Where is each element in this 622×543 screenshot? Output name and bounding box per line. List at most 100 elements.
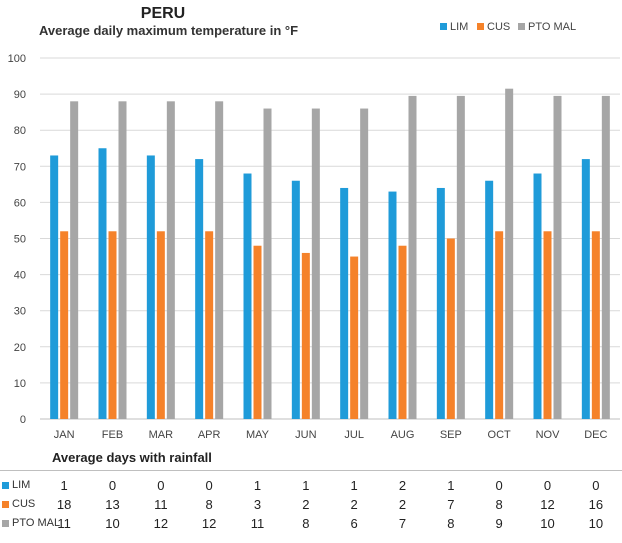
rainfall-cell: 0 (157, 478, 165, 493)
bar-cus (108, 231, 117, 419)
bar-lim (146, 155, 155, 419)
bar-pto-mal (601, 95, 610, 419)
bar-cus (495, 231, 504, 419)
rainfall-cell: 0 (495, 478, 503, 493)
rainfall-cell: 8 (495, 497, 503, 512)
rainfall-cell: 16 (588, 497, 604, 512)
rainfall-series-label: LIM (12, 479, 31, 491)
bar-pto-mal (553, 95, 562, 419)
bar-cus (591, 231, 600, 419)
y-tick-label: 40 (14, 270, 26, 282)
rainfall-cell: 8 (205, 497, 213, 512)
rainfall-cell: 2 (398, 478, 407, 493)
bar-lim (98, 148, 107, 419)
bar-lim (436, 187, 445, 419)
bar-cus (301, 252, 310, 419)
chart-gridlines (40, 57, 620, 420)
rainfall-cell: 1 (350, 478, 358, 493)
chart-subtitle: Average daily maximum temperature in °F (39, 23, 298, 38)
y-tick-label: 0 (20, 414, 26, 426)
y-tick-label: 10 (14, 378, 26, 390)
x-axis: JAN FEB MAR APR MAY JUN JUL AUG SEP OCT NOV DEC (54, 429, 608, 441)
bar-cus (60, 231, 69, 419)
legend-key (477, 23, 484, 30)
rainfall-cell: 11 (57, 516, 71, 531)
rainfall-cell: 11 (250, 516, 265, 531)
rainfall-cell: 12 (153, 516, 169, 531)
bar-pto-mal (360, 108, 369, 419)
legend-key (518, 23, 525, 30)
rainfall-cell: 0 (108, 478, 117, 493)
bar-pto-mal (456, 95, 465, 419)
x-tick-label: NOV (536, 429, 561, 441)
rainfall-cell: 8 (447, 516, 455, 531)
rainfall-cell: 7 (447, 497, 455, 512)
bar-lim (243, 173, 252, 419)
bar-lim (291, 180, 300, 419)
rainfall-cell: 11 (154, 497, 168, 512)
rainfall-cell: 1 (253, 478, 262, 493)
chart-title: PERU (141, 5, 185, 22)
rainfall-legend-key (2, 501, 9, 508)
x-tick-label: JAN (54, 429, 75, 441)
bar-cus (156, 231, 165, 419)
temperature-bar-chart: PERU Average daily maximum temperature i… (8, 5, 620, 441)
chart-legend: LIM CUS PTO MAL (440, 21, 576, 33)
rainfall-cell: 0 (592, 478, 600, 493)
rainfall-cell: 8 (302, 516, 310, 531)
x-tick-label: FEB (102, 429, 123, 441)
rainfall-cell: 2 (398, 497, 407, 512)
rainfall-cell: 0 (543, 478, 552, 493)
rainfall-cell: 10 (105, 516, 120, 531)
x-tick-label: AUG (391, 429, 415, 441)
y-tick-label: 70 (14, 161, 26, 173)
bar-cus (543, 231, 552, 419)
bar-lim (50, 155, 59, 419)
rainfall-cell: 1 (60, 478, 68, 493)
bar-pto-mal (505, 88, 514, 419)
chart-bars (50, 88, 610, 419)
rainfall-title: Average days with rainfall (52, 450, 212, 465)
bar-pto-mal (118, 101, 127, 419)
y-tick-label: 50 (14, 234, 26, 246)
bar-pto-mal (408, 95, 417, 419)
bar-cus (398, 245, 407, 419)
section-divider (0, 470, 622, 471)
rainfall-cell: 1 (447, 478, 455, 493)
legend-label: PTO MAL (528, 21, 576, 33)
bar-pto-mal (215, 101, 224, 419)
y-tick-label: 100 (8, 53, 26, 65)
bar-lim (485, 180, 494, 419)
bar-lim (195, 159, 204, 419)
rainfall-cell: 7 (398, 516, 407, 531)
rainfall-cell: 1 (302, 478, 310, 493)
x-tick-label: SEP (440, 429, 462, 441)
y-tick-label: 30 (14, 306, 26, 318)
bar-pto-mal (166, 101, 175, 419)
rainfall-series-label: CUS (12, 498, 36, 510)
bar-lim (533, 173, 542, 419)
rainfall-legend-key (2, 482, 9, 489)
rainfall-row: CUS 18 13 11 8 3 2 2 2 7 8 12 16 (0, 497, 622, 517)
rainfall-legend-key (2, 520, 9, 527)
rainfall-cell: 13 (105, 497, 120, 512)
rainfall-cell: 10 (588, 516, 604, 531)
rainfall-cell: 0 (205, 478, 213, 493)
rainfall-row: PTO MAL 11 10 12 12 11 8 6 7 8 9 10 10 (0, 516, 622, 536)
legend-label: LIM (450, 21, 468, 33)
bar-cus (253, 245, 262, 419)
rainfall-series-label: PTO MAL (12, 517, 61, 529)
y-tick-label: 60 (14, 197, 26, 209)
x-tick-label: JUL (344, 429, 364, 441)
bar-cus (205, 231, 214, 419)
rainfall-cell: 18 (56, 497, 72, 512)
rainfall-cell: 12 (201, 516, 217, 531)
legend-key (440, 23, 447, 30)
bar-lim (388, 191, 397, 419)
rainfall-cell: 9 (495, 516, 503, 531)
y-tick-label: 90 (14, 89, 26, 101)
x-tick-label: JUN (295, 429, 316, 441)
rainfall-cell: 2 (302, 497, 310, 512)
bar-lim (581, 159, 590, 419)
bar-pto-mal (70, 101, 79, 419)
